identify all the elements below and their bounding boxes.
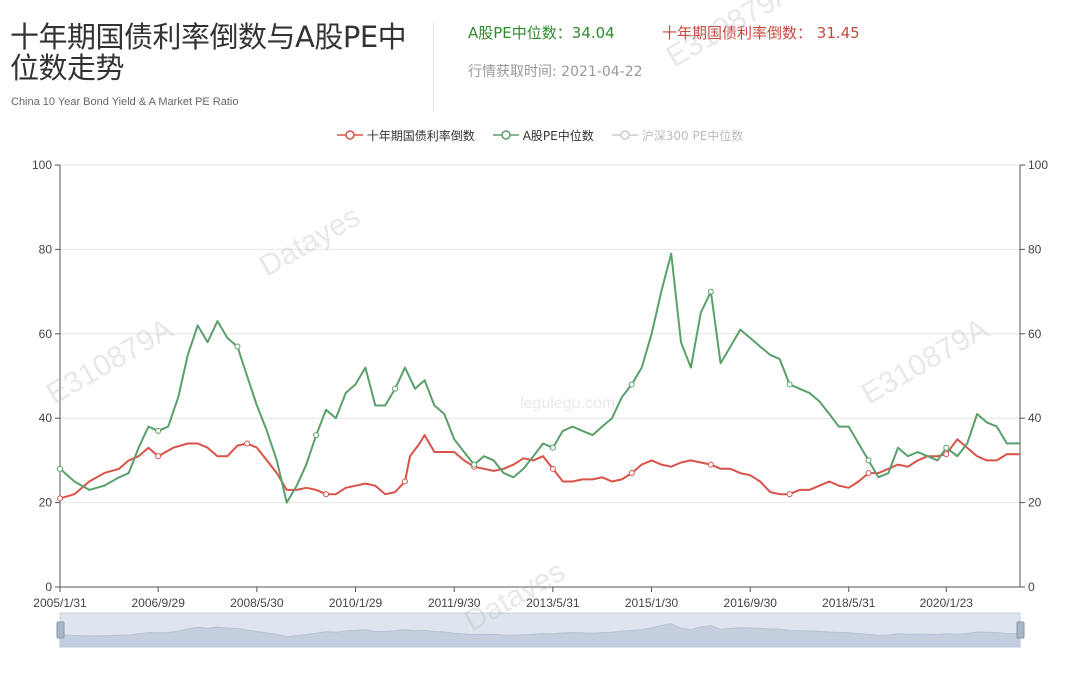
y-tick-label: 40 xyxy=(39,411,53,425)
x-tick-label: 2015/1/30 xyxy=(625,596,679,610)
legend-label-bond: 十年期国债利率倒数 xyxy=(366,128,475,143)
bond-series-line xyxy=(59,434,1021,500)
y-tick-label: 0 xyxy=(45,580,52,594)
zoom-handle-left[interactable] xyxy=(56,621,65,639)
data-point xyxy=(786,381,793,388)
x-tick-label: 2013/5/31 xyxy=(526,596,580,610)
x-tick-label: 2011/9/30 xyxy=(428,596,481,610)
y-tick-label-right: 100 xyxy=(1028,158,1048,172)
data-point xyxy=(392,385,399,392)
y-tick-label: 100 xyxy=(32,158,52,172)
data-point xyxy=(57,465,63,472)
zoom-slider-preview xyxy=(59,623,1021,648)
data-point xyxy=(234,343,241,350)
x-tick-label: 2006/9/29 xyxy=(131,596,185,610)
x-tick-label: 2018/5/31 xyxy=(822,596,876,610)
page-title: 十年期国债利率倒数与A股PE中位数走势 xyxy=(10,20,407,85)
pe-series-line xyxy=(59,252,1021,504)
chart-legend: 十年期国债利率倒数 A股PE中位数 沪深300 PE中位数 xyxy=(0,126,1080,144)
legend-item-bond[interactable]: 十年期国债利率倒数 xyxy=(336,127,475,144)
y-tick-label: 60 xyxy=(39,327,53,341)
data-point xyxy=(401,478,408,485)
data-point xyxy=(786,491,793,498)
x-tick-label: 2010/1/29 xyxy=(329,596,383,610)
data-point xyxy=(155,427,162,434)
legend-label-pe: A股PE中位数 xyxy=(522,128,594,143)
page-subtitle: China 10 Year Bond Yield & A Market PE R… xyxy=(11,96,239,108)
data-point xyxy=(628,470,635,477)
header-divider xyxy=(433,22,434,112)
data-point xyxy=(943,451,950,458)
data-point xyxy=(865,470,872,477)
fetch-time: 行情获取时间: 2021-04-22 xyxy=(468,64,643,80)
bond-inverse-stat: 十年期国债利率倒数： 31.45 xyxy=(662,24,860,42)
y-tick-label-right: 0 xyxy=(1028,580,1035,594)
legend-item-pe[interactable]: A股PE中位数 xyxy=(492,127,594,144)
y-tick-label: 80 xyxy=(39,242,53,256)
legend-marker-bond xyxy=(336,130,363,140)
y-tick-label-right: 60 xyxy=(1028,327,1042,341)
x-tick-label: 2008/5/30 xyxy=(230,596,284,610)
data-point xyxy=(628,381,635,388)
data-point xyxy=(313,432,320,439)
pe-median-stat: A股PE中位数：34.04 xyxy=(468,24,615,42)
line-chart: 0 0 20 20 40 40 60 60 80 80 100 100 2005/1/31 2006/9/… xyxy=(32,158,1048,648)
zoom-handle-right[interactable] xyxy=(1016,621,1025,639)
x-tick-label: 2016/9/30 xyxy=(724,596,778,610)
data-point xyxy=(57,495,63,502)
legend-marker-pe xyxy=(492,130,519,140)
y-tick-label-right: 40 xyxy=(1028,411,1042,425)
x-tick-label: 2005/1/31 xyxy=(33,596,87,610)
data-point xyxy=(549,465,556,472)
data-point xyxy=(244,440,251,447)
data-point xyxy=(155,453,162,460)
data-point xyxy=(865,457,872,464)
x-tick-label: 2020/1/23 xyxy=(920,596,974,610)
legend-label-hs300: 沪深300 PE中位数 xyxy=(641,128,744,143)
data-point xyxy=(471,461,478,468)
data-point xyxy=(707,288,714,295)
data-point xyxy=(943,444,950,451)
y-tick-label-right: 20 xyxy=(1028,496,1042,510)
legend-marker-hs300 xyxy=(611,130,638,140)
legend-item-hs300[interactable]: 沪深300 PE中位数 xyxy=(611,127,744,144)
data-point xyxy=(323,491,330,498)
data-point xyxy=(549,444,556,451)
y-tick-label: 20 xyxy=(39,496,53,510)
data-point xyxy=(707,461,714,468)
y-tick-label-right: 80 xyxy=(1028,242,1042,256)
